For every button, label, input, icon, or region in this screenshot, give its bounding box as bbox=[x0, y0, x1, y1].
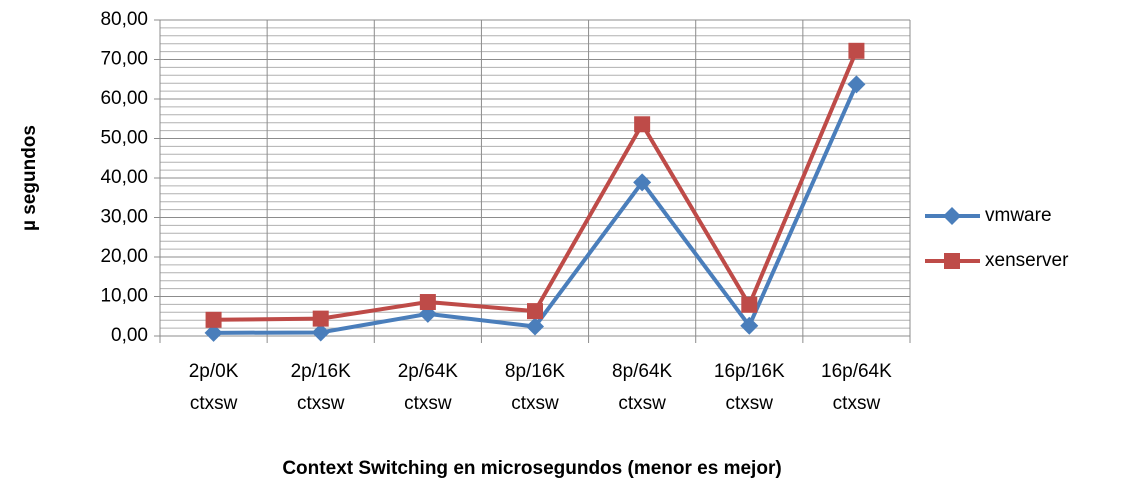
y-tick-label: 10,00 bbox=[100, 286, 148, 307]
marker bbox=[419, 294, 436, 311]
marker bbox=[204, 323, 223, 342]
marker bbox=[740, 316, 759, 335]
legend-label: vmware bbox=[985, 205, 1052, 226]
marker bbox=[633, 173, 652, 192]
marker bbox=[526, 317, 544, 336]
marker bbox=[312, 310, 329, 327]
x-tick-label: 8p/64K ctxsw bbox=[612, 361, 673, 414]
y-tick-label: 20,00 bbox=[100, 246, 148, 267]
x-tick-label: 16p/16K ctxsw bbox=[713, 361, 785, 414]
x-tick-label: 2p/0K ctxsw bbox=[188, 361, 239, 414]
x-tick-label: 2p/64K ctxsw bbox=[397, 361, 458, 414]
y-tick-label: 80,00 bbox=[100, 9, 148, 30]
marker bbox=[527, 303, 543, 320]
marker bbox=[205, 311, 222, 328]
y-axis-title: µ segundos bbox=[19, 125, 40, 231]
y-tick-label: 40,00 bbox=[100, 167, 148, 188]
y-tick-label: 60,00 bbox=[100, 88, 148, 109]
y-tick-label: 70,00 bbox=[100, 49, 148, 70]
marker bbox=[944, 253, 960, 269]
x-axis-title: Context Switching en microsegundos (meno… bbox=[282, 458, 781, 479]
y-tick-label: 30,00 bbox=[100, 207, 148, 228]
marker bbox=[847, 75, 866, 94]
series-line bbox=[213, 83, 859, 335]
legend-label: xenserver bbox=[985, 250, 1069, 271]
x-tick-label: 16p/64K ctxsw bbox=[821, 361, 892, 414]
marker bbox=[943, 207, 961, 225]
x-tick-label: 2p/16K ctxsw bbox=[290, 361, 351, 414]
marker bbox=[634, 116, 651, 133]
marker bbox=[741, 296, 758, 313]
y-tick-label: 50,00 bbox=[100, 128, 148, 149]
y-tick-label: 0,00 bbox=[111, 325, 148, 346]
marker bbox=[848, 42, 865, 59]
x-tick-label: 8p/16K ctxsw bbox=[504, 361, 566, 414]
marker bbox=[311, 323, 330, 342]
